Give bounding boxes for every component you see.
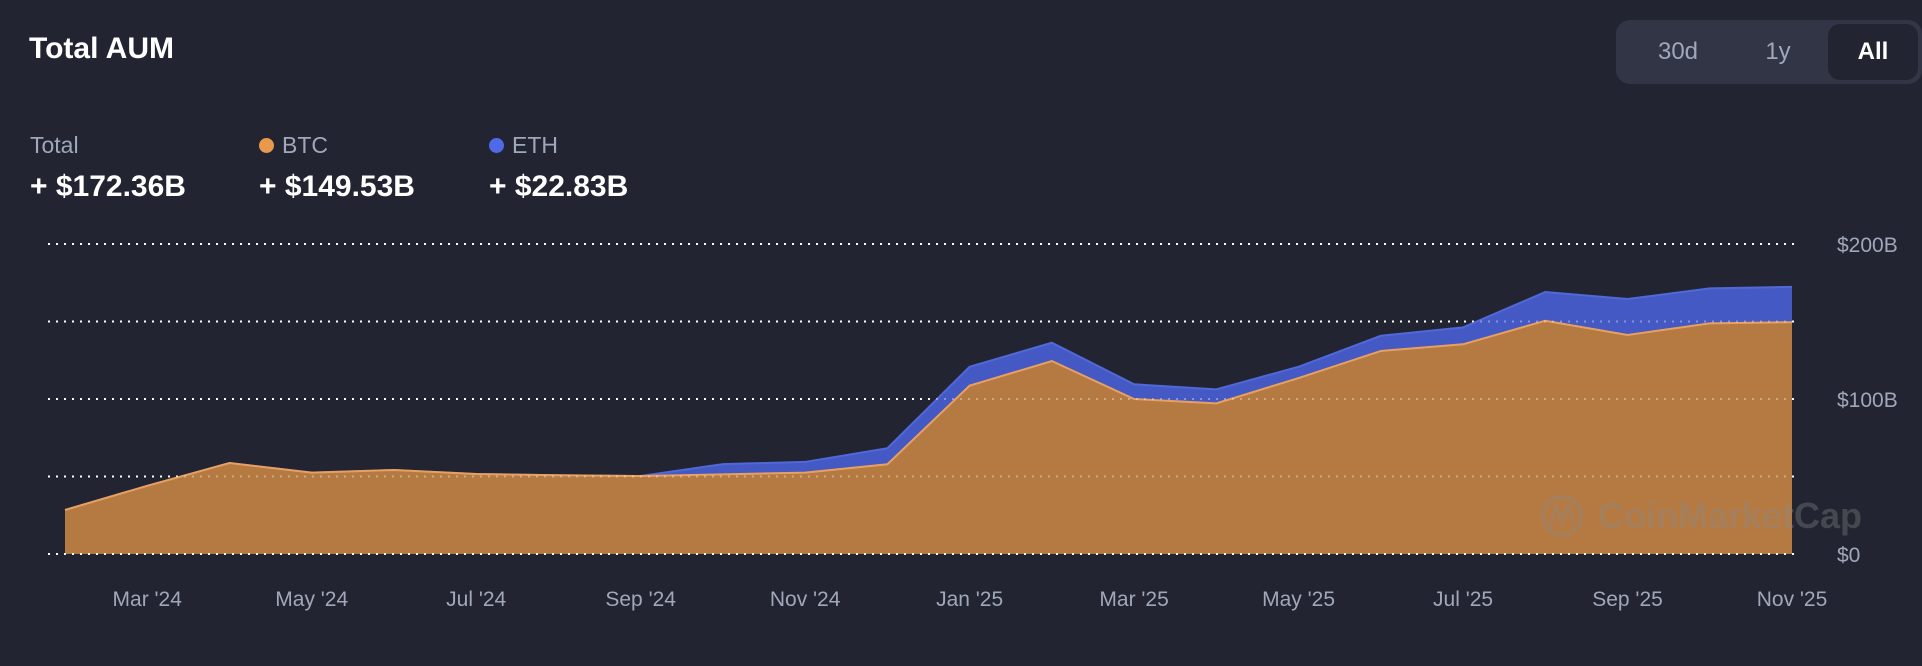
x-tick-label: Mar '24 (113, 588, 183, 611)
chart-title: Total AUM (29, 32, 174, 65)
stat-btc-label: BTC (282, 131, 328, 158)
watermark: CoinMarketCap (1541, 495, 1862, 537)
x-tick-label: Sep '25 (1592, 588, 1663, 611)
stat-total-label: Total (30, 131, 79, 158)
stat-eth[interactable]: ETH + $22.83B (489, 130, 628, 204)
stat-btc[interactable]: BTC + $149.53B (259, 130, 415, 204)
x-tick-label: Jul '25 (1433, 588, 1493, 611)
x-axis: Mar '24 May '24 Jul '24 Sep '24 Nov '24 Jan '… (113, 588, 1828, 611)
areas (64, 285, 1793, 554)
y-tick-label: $0 (1837, 544, 1860, 567)
stat-eth-label: ETH (512, 131, 558, 158)
stat-total-value: + $172.36B (30, 170, 186, 203)
x-tick-label: May '24 (275, 588, 348, 611)
x-tick-label: Mar '25 (1099, 588, 1168, 611)
y-tick-label: $100B (1837, 389, 1898, 412)
stat-eth-value: + $22.83B (489, 170, 629, 203)
coinmarketcap-logo-wave (1548, 500, 1576, 527)
y-tick-label: $200B (1837, 234, 1898, 257)
x-tick-label: Nov '25 (1757, 588, 1828, 611)
range-1y-button[interactable]: 1y (1765, 38, 1791, 65)
range-30d-button[interactable]: 30d (1657, 38, 1699, 65)
eth-dot-icon (489, 137, 504, 153)
btc-dot-icon (259, 137, 274, 153)
time-range-selector: 30d 1y All (1616, 20, 1922, 84)
x-tick-label: Jul '24 (446, 588, 506, 611)
stat-total: Total + $172.36B (30, 130, 186, 204)
btc-area[interactable] (65, 320, 1792, 554)
x-tick-label: Nov '24 (770, 588, 841, 611)
x-tick-label: Sep '24 (605, 588, 676, 611)
stat-btc-value: + $149.53B (259, 170, 415, 203)
y-axis: $0 $100B $200B (1837, 234, 1898, 567)
x-tick-label: May '25 (1262, 588, 1335, 611)
coinmarketcap-logo-icon (1541, 495, 1583, 537)
eth-area[interactable] (65, 286, 1792, 510)
range-all-button[interactable]: All (1828, 24, 1918, 80)
watermark-text: CoinMarketCap (1598, 495, 1862, 536)
btc-line (64, 319, 1793, 511)
x-tick-label: Jan '25 (936, 588, 1003, 611)
